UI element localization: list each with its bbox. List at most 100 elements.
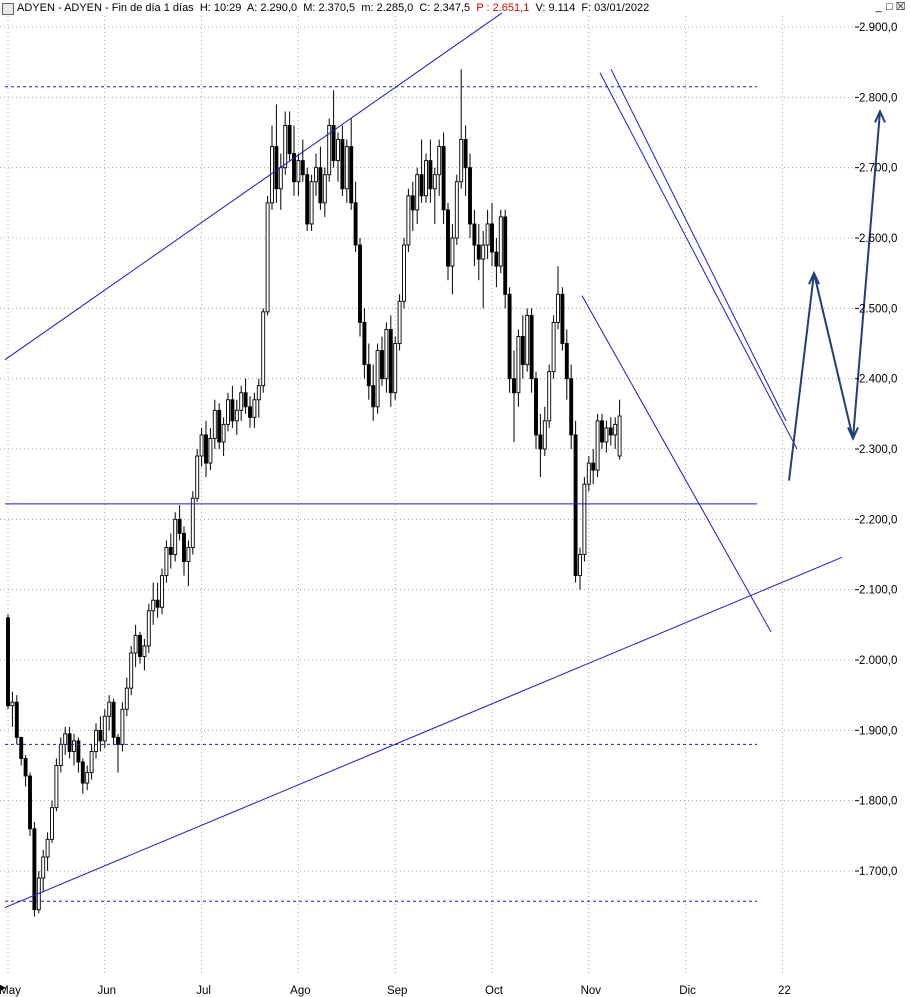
scroll-left-icon[interactable]: ▶	[0, 983, 7, 992]
candle-body	[542, 420, 547, 450]
candle-body	[6, 617, 10, 707]
candle-body	[107, 701, 112, 717]
candle-body	[204, 434, 208, 464]
candle-body	[10, 701, 15, 707]
candle-body	[564, 343, 569, 380]
candle-body	[23, 758, 28, 777]
candle-body	[133, 634, 138, 654]
candle-body	[322, 174, 327, 204]
candle-body	[604, 427, 609, 443]
candle-body	[239, 392, 244, 411]
candle-body	[547, 371, 552, 422]
candle-body	[72, 740, 76, 752]
header-max: M: 2.370,5	[303, 2, 356, 14]
candle-body	[274, 146, 279, 190]
candle-body	[85, 772, 90, 784]
candle-body	[190, 497, 195, 548]
candle-body	[19, 736, 24, 759]
candle-body	[226, 399, 230, 425]
candle-body	[261, 311, 266, 387]
chart-window-icon	[2, 3, 14, 15]
candle-body	[582, 483, 587, 555]
candle-body	[516, 336, 521, 394]
candle-body	[494, 251, 499, 267]
x-axis: May Jun Jul Ago Sep Oct Nov Dic 22	[0, 985, 791, 997]
candle-body	[256, 385, 261, 401]
candle-body	[32, 828, 37, 911]
candle-body	[80, 761, 85, 784]
header-symbol: ADYEN - ADYEN - Fin de día 1 días	[17, 2, 194, 14]
candle-body	[591, 462, 596, 471]
candle-body	[384, 328, 389, 380]
candle-body	[424, 160, 428, 197]
candle-body	[525, 314, 530, 366]
candle-body	[327, 125, 332, 176]
chart-header: ADYEN - ADYEN - Fin de día 1 días H: 10:…	[0, 0, 910, 16]
candle-body	[102, 715, 107, 742]
candle-body	[463, 139, 468, 169]
candle-body	[199, 434, 204, 457]
candle-body	[402, 244, 406, 302]
candle-body	[459, 139, 464, 183]
candle-body	[556, 293, 560, 323]
candle-body	[41, 856, 46, 879]
candle-body	[67, 733, 72, 752]
minimize-button[interactable]: _	[875, 1, 882, 13]
y-tick-label: 2.100,0	[859, 585, 897, 597]
close-button[interactable]: ☒	[895, 1, 906, 13]
header-volume: V: 9.114	[535, 2, 576, 14]
candle-body	[437, 146, 442, 176]
header-high-time: H: 10:29	[199, 2, 242, 14]
x-tick-label: May	[0, 985, 21, 997]
candle-body	[388, 328, 393, 394]
candle-body	[14, 701, 19, 738]
y-tick-label: 1.700,0	[859, 866, 897, 878]
candle-body	[296, 160, 301, 183]
candle-body	[481, 244, 486, 260]
candle-body	[94, 729, 98, 752]
candle-body	[230, 399, 235, 422]
candle-body	[551, 321, 556, 373]
y-tick-label: 2.900,0	[859, 22, 897, 34]
candle-body	[287, 125, 292, 155]
candle-body	[292, 153, 296, 183]
candle-body	[300, 160, 305, 176]
candle-body	[305, 174, 310, 225]
y-tick-label: 1.800,0	[859, 796, 897, 808]
y-tick-label: 2.800,0	[859, 92, 897, 104]
candle-body	[529, 314, 534, 380]
x-tick-label: Sep	[387, 985, 407, 997]
candle-body	[182, 532, 186, 562]
channel-lower-line	[4, 556, 843, 909]
candle-body	[155, 599, 160, 608]
candle-body	[54, 765, 59, 809]
candle-body	[173, 518, 178, 555]
maximize-button[interactable]: □	[886, 1, 893, 13]
y-tick-label: 2.600,0	[859, 233, 897, 245]
candle-body	[111, 701, 116, 738]
candle-body	[362, 321, 367, 366]
candle-body	[578, 554, 582, 577]
candle-body	[393, 343, 398, 394]
candle-body	[586, 462, 591, 485]
candle-body	[485, 223, 490, 246]
candle-body	[160, 575, 164, 608]
candle-body	[569, 378, 574, 436]
candle-body	[146, 610, 151, 647]
candle-body	[98, 729, 103, 742]
candle-body	[573, 434, 578, 577]
candle-body	[243, 392, 248, 408]
header-min: m: 2.285,0	[361, 2, 414, 14]
y-tick-label: 2.700,0	[859, 163, 897, 175]
candle-body	[265, 202, 270, 313]
candle-body	[503, 216, 508, 295]
candle-body	[613, 423, 618, 436]
candle-body	[129, 652, 134, 689]
arrow-head-icon	[874, 108, 886, 123]
falling-channel-upper-line	[599, 72, 798, 450]
window-controls: _ □ ☒	[873, 1, 906, 14]
candle-body	[415, 174, 420, 211]
header-close: C: 2.347,5	[419, 2, 471, 14]
candle-body	[512, 378, 516, 394]
